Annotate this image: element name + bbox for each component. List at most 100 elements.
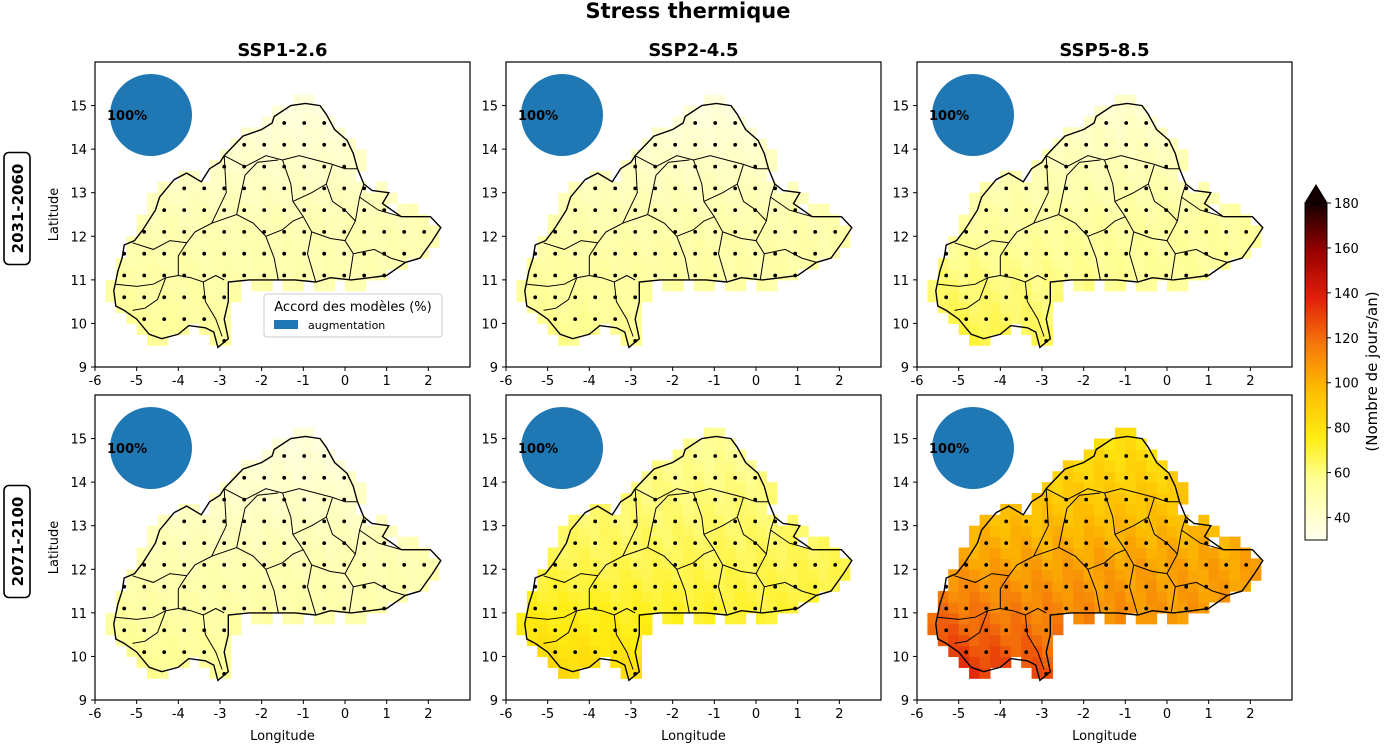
region-border [1045, 155, 1180, 170]
colorbar-extend-arrow [1304, 184, 1328, 204]
agreement-label: 100% [107, 109, 147, 124]
region-border [613, 281, 634, 337]
region-border [236, 159, 279, 215]
region-border [1166, 183, 1187, 241]
region-border [1058, 159, 1101, 215]
region-border [543, 277, 578, 311]
x-axis-label: Longitude [661, 729, 726, 744]
x-tick-label: -4 [583, 707, 596, 722]
x-tick-label: -2 [1077, 707, 1090, 722]
country-border [935, 435, 1264, 682]
y-tick-label: 12 [70, 563, 87, 578]
y-tick-label: 15 [481, 433, 498, 448]
y-tick-label: 10 [481, 650, 498, 665]
y-tick-label: 9 [490, 361, 498, 376]
region-border [954, 573, 1009, 583]
x-tick-label: 1 [794, 707, 802, 722]
y-tick-label: 11 [70, 274, 87, 289]
region-border [954, 240, 1009, 250]
x-tick-label: -4 [583, 374, 596, 389]
region-border [1045, 488, 1180, 503]
y-tick-label: 12 [481, 563, 498, 578]
x-tick-label: 1 [383, 707, 391, 722]
region-border [132, 573, 187, 583]
column-title: SSP5-8.5 [1059, 40, 1149, 61]
x-tick-label: -1 [708, 374, 721, 389]
region-border [755, 516, 776, 574]
y-tick-label: 15 [892, 100, 909, 115]
region-border [1024, 281, 1045, 337]
colorbar-tick-label: 60 [1334, 467, 1351, 482]
x-tick-label: -6 [911, 374, 924, 389]
region-border [1033, 546, 1101, 613]
map-panel: 100%-6 -5 -4 -3 -2 -1 0 1 29101112131415Longitud… [47, 394, 471, 744]
region-border [736, 164, 767, 222]
row-title: 2071-2100 [3, 484, 31, 599]
region-border [736, 497, 767, 555]
x-tick-label: -5 [130, 374, 143, 389]
agreement-label: 100% [929, 442, 969, 457]
x-tick-label: -2 [666, 374, 679, 389]
region-border [703, 183, 738, 202]
region-border [613, 614, 634, 670]
region-border [344, 183, 365, 241]
agreement-stipple [944, 454, 1249, 676]
agreement-label: 100% [518, 442, 558, 457]
y-tick-label: 12 [892, 563, 909, 578]
x-tick-label: -3 [214, 374, 227, 389]
x-tick-label: 0 [752, 707, 760, 722]
region-border [202, 614, 223, 670]
y-tick-label: 14 [70, 143, 87, 158]
x-tick-label: 2 [1246, 707, 1254, 722]
y-tick-label: 12 [481, 230, 498, 245]
column-title: SSP2-4.5 [648, 40, 738, 61]
agreement-pie [932, 407, 1014, 489]
y-tick-label: 11 [892, 607, 909, 622]
y-tick-label: 14 [892, 476, 909, 491]
y-tick-label: 10 [70, 650, 87, 665]
y-tick-label: 14 [481, 476, 498, 491]
country-border [113, 102, 442, 349]
region-border [359, 196, 402, 218]
svg-text:2031-2060: 2031-2060 [9, 164, 27, 254]
legend: Accord des modèles (%) augmentation [263, 293, 443, 338]
region-border [634, 488, 769, 503]
region-border [543, 573, 598, 583]
agreement-pie [521, 74, 603, 156]
region-border [755, 183, 776, 241]
y-tick-label: 13 [892, 520, 909, 535]
x-tick-label: -6 [500, 707, 513, 722]
country-border [113, 435, 442, 682]
y-tick-label: 11 [481, 607, 498, 622]
colorbar-label: (Nombre de jours/an) [1363, 291, 1381, 451]
x-tick-label: -2 [1077, 374, 1090, 389]
region-border [325, 497, 356, 555]
y-tick-label: 13 [481, 187, 498, 202]
region-border [1024, 614, 1045, 670]
y-tick-label: 14 [70, 476, 87, 491]
x-tick-label: -5 [952, 707, 965, 722]
y-axis-label: Latitude [47, 521, 62, 575]
colorbar-tick-label: 180 [1334, 197, 1359, 212]
region-border [647, 159, 690, 215]
x-tick-label: -6 [500, 374, 513, 389]
x-tick-label: -5 [541, 374, 554, 389]
x-axis-label: Longitude [250, 729, 315, 744]
y-tick-label: 11 [892, 274, 909, 289]
x-tick-label: -5 [952, 374, 965, 389]
y-tick-label: 13 [70, 187, 87, 202]
region-border [622, 546, 690, 613]
x-tick-label: 2 [424, 707, 432, 722]
y-tick-label: 9 [79, 361, 87, 376]
agreement-label: 100% [518, 109, 558, 124]
region-border [1147, 497, 1178, 555]
x-tick-label: -2 [255, 707, 268, 722]
colorbar-tick-label: 160 [1334, 242, 1359, 257]
region-border [132, 610, 167, 644]
region-border [622, 213, 690, 280]
x-tick-label: -1 [297, 707, 310, 722]
map-panel: 100%-6 -5 -4 -3 -2 -1 0 1 29101112131415Longitud… [481, 394, 882, 744]
region-border [211, 213, 279, 280]
